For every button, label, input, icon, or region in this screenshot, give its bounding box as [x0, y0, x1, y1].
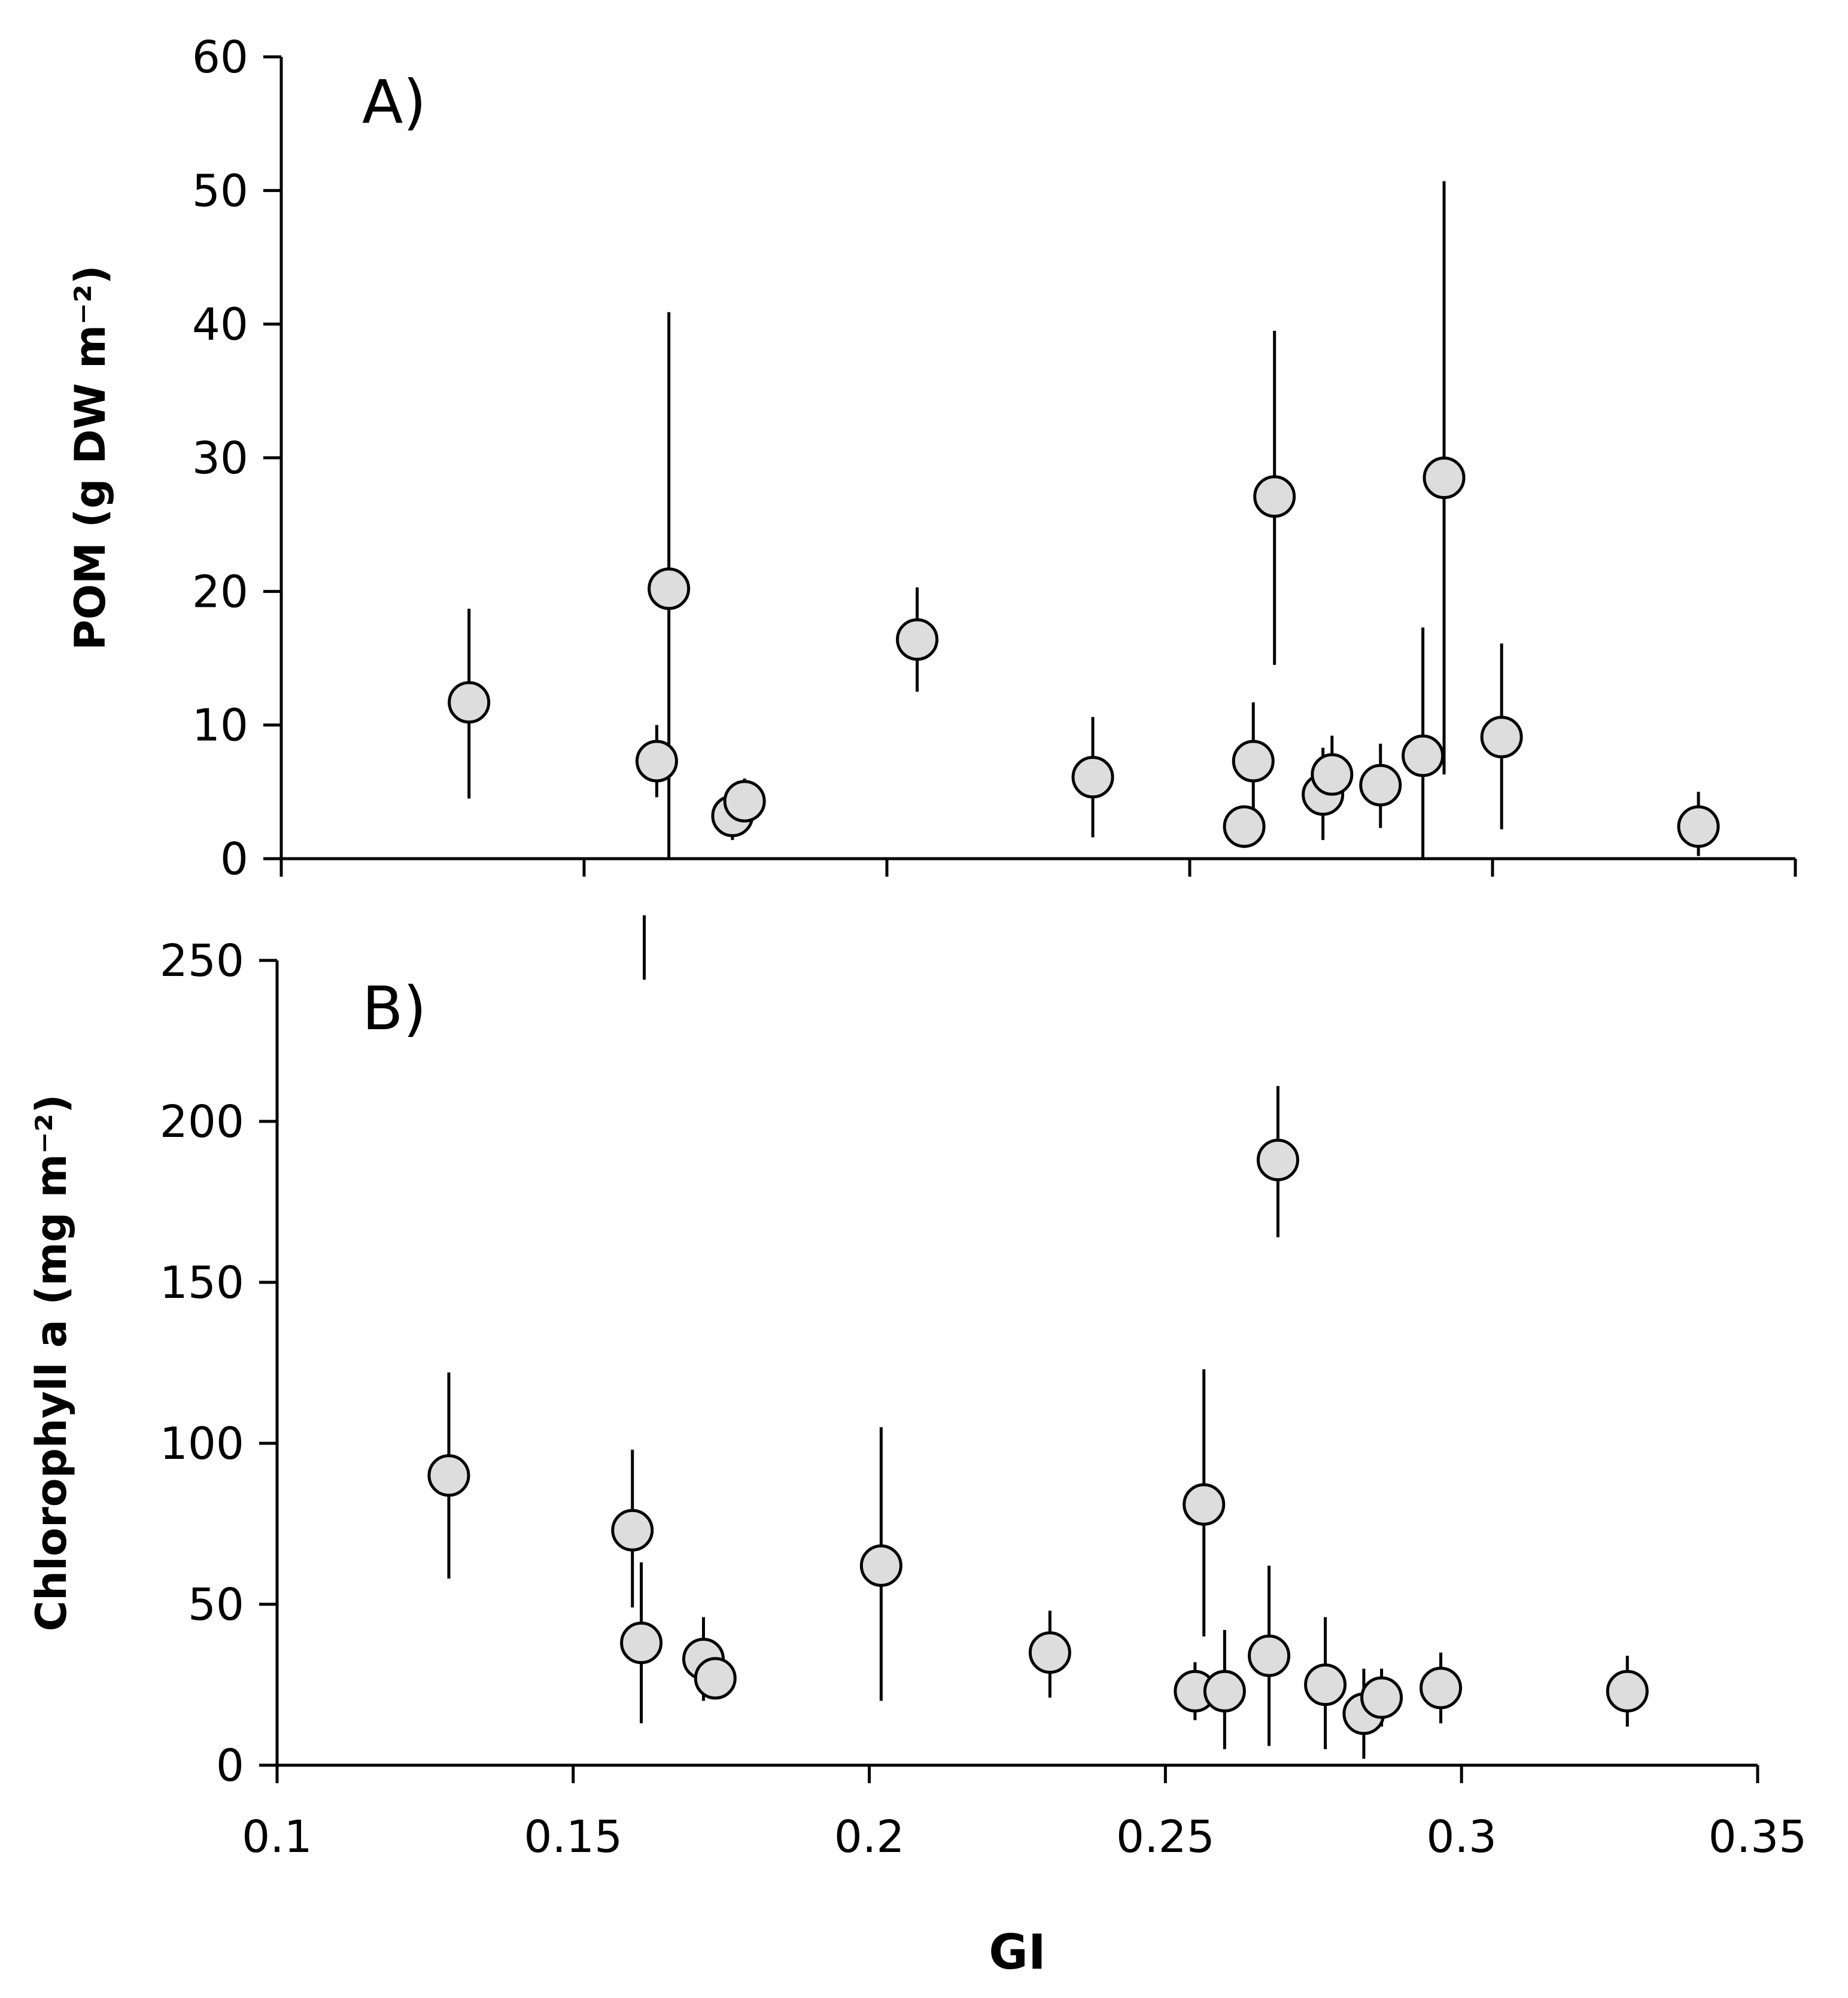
data-point [648, 567, 691, 610]
data-point [1223, 805, 1266, 848]
data-point [448, 681, 491, 724]
y-tick-label: 10 [192, 700, 248, 752]
x-tick-label: 0.3 [1426, 1811, 1497, 1863]
data-point [620, 1622, 663, 1665]
y-tick-label: 150 [160, 1257, 244, 1309]
x-tick-label: 0.2 [834, 1811, 905, 1863]
data-point [1606, 1669, 1649, 1713]
y-tick-label: 20 [192, 566, 248, 618]
data-point [723, 780, 766, 823]
data-point [1480, 716, 1523, 759]
x-tick-label: 0.15 [524, 1811, 622, 1863]
data-point [635, 740, 678, 783]
data-point [1311, 753, 1354, 796]
data-point [1028, 1631, 1071, 1674]
panel-label-a: A) [362, 67, 426, 137]
data-point [1420, 1666, 1463, 1710]
y-tick-label: 100 [160, 1418, 244, 1470]
y-tick-label: 50 [188, 1579, 244, 1631]
y-tick-label: 0 [220, 834, 248, 885]
y-tick-label: 50 [192, 165, 248, 217]
data-point [896, 618, 939, 661]
data-point [1248, 1634, 1291, 1677]
data-point [1183, 1483, 1226, 1526]
data-point [1423, 457, 1466, 499]
data-point [1256, 1139, 1299, 1182]
y-axis-title-a: POM (g DW m⁻²) [66, 265, 115, 650]
data-point [1071, 756, 1114, 799]
data-point [1304, 1664, 1347, 1706]
data-point [427, 1454, 470, 1497]
panel-label-b: B) [362, 974, 427, 1044]
data-point [1232, 740, 1275, 783]
data-point [1253, 475, 1296, 518]
y-tick-label: 40 [192, 299, 248, 351]
x-tick-label: 0.35 [1709, 1811, 1807, 1863]
x-tick-label: 0.25 [1116, 1811, 1215, 1863]
data-point [1360, 1676, 1403, 1719]
data-point [1359, 764, 1402, 807]
y-tick-label: 200 [160, 1096, 244, 1148]
data-point [859, 1544, 902, 1587]
data-point [1203, 1669, 1246, 1713]
data-point [1402, 734, 1445, 777]
y-tick-label: 30 [192, 433, 248, 484]
x-axis-title: GI [989, 1924, 1045, 1980]
y-tick-label: 0 [216, 1740, 244, 1792]
x-tick-label: 0.1 [242, 1811, 312, 1863]
y-tick-label: 60 [192, 32, 248, 83]
y-tick-label: 250 [160, 935, 244, 987]
data-point [1677, 805, 1720, 848]
y-axis-title-b: Chlorophyll a (mg m⁻²) [27, 1094, 76, 1631]
data-point [694, 1657, 737, 1700]
panel-a: 0 10 20 30 40 50 60 A) POM (g DW m⁻²) [66, 32, 1797, 885]
panel-b: 0 50 100 150 200 250 0.1 0.15 0.2 0.25 0.3 0.35 B) Ch… [27, 915, 1807, 1980]
data-point [611, 1509, 654, 1552]
